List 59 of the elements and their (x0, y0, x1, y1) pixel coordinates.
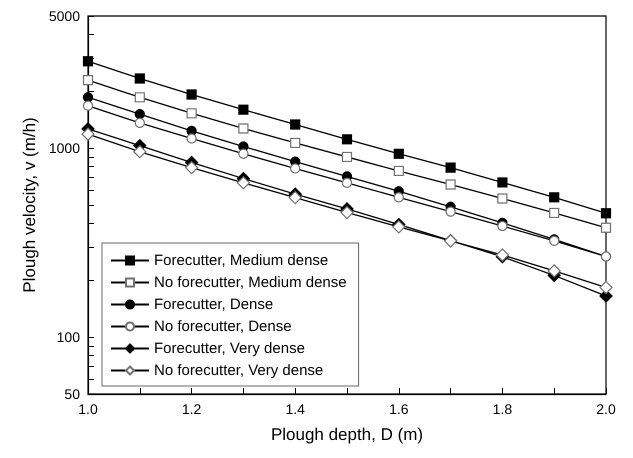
point (446, 206, 456, 217)
point (497, 193, 508, 204)
point (186, 108, 197, 118)
point (82, 92, 94, 102)
point (238, 148, 248, 159)
point (394, 192, 404, 202)
x-tick-label: 2.0 (596, 401, 616, 417)
x-tick-label: 1.8 (492, 401, 512, 417)
point (82, 100, 94, 111)
legend-label: No forecutter, Medium dense (154, 274, 347, 291)
point (600, 222, 612, 233)
x-tick-label: 1.0 (78, 401, 98, 417)
point (394, 166, 404, 176)
legend-label: No forecutter, Dense (154, 318, 292, 335)
y-axis-title: Plough velocity, v (m/h) (20, 117, 39, 293)
point (599, 280, 613, 294)
y-tick-label: 50 (64, 386, 80, 402)
x-tick-label: 1.6 (389, 401, 409, 417)
point (82, 74, 94, 86)
point (236, 176, 250, 190)
point (342, 134, 352, 144)
point (134, 118, 145, 128)
point (497, 177, 508, 188)
y-tick-label: 1000 (48, 140, 80, 156)
legend-label: No forecutter, Very dense (154, 362, 324, 379)
point (238, 104, 248, 115)
legend-label: Forecutter, Very dense (154, 340, 305, 357)
point (342, 152, 352, 162)
legend-label: Forecutter, Medium dense (154, 252, 328, 269)
point (238, 123, 248, 134)
point (600, 208, 612, 218)
point (342, 178, 352, 188)
point (548, 264, 561, 278)
point (290, 163, 300, 174)
point (549, 208, 560, 218)
point (81, 128, 95, 141)
y-tick-label: 5000 (48, 8, 80, 24)
point (290, 119, 300, 130)
point (186, 133, 197, 144)
y-tick-label: 100 (56, 329, 80, 346)
point (185, 161, 198, 174)
x-tick-label: 1.4 (285, 401, 306, 417)
point (340, 206, 354, 220)
point (446, 179, 456, 190)
x-axis-title: Plough depth, D (m) (270, 425, 424, 444)
point (290, 138, 300, 148)
point (549, 192, 560, 202)
point (392, 220, 406, 234)
point (288, 191, 302, 204)
point (394, 148, 404, 159)
point (134, 92, 145, 102)
x-tick-label: 1.2 (182, 401, 202, 417)
point (186, 89, 197, 100)
legend-label: Forecutter, Dense (154, 296, 274, 313)
point (446, 162, 456, 173)
point (134, 109, 145, 120)
point (133, 145, 146, 158)
point (497, 220, 508, 232)
point (134, 73, 145, 84)
